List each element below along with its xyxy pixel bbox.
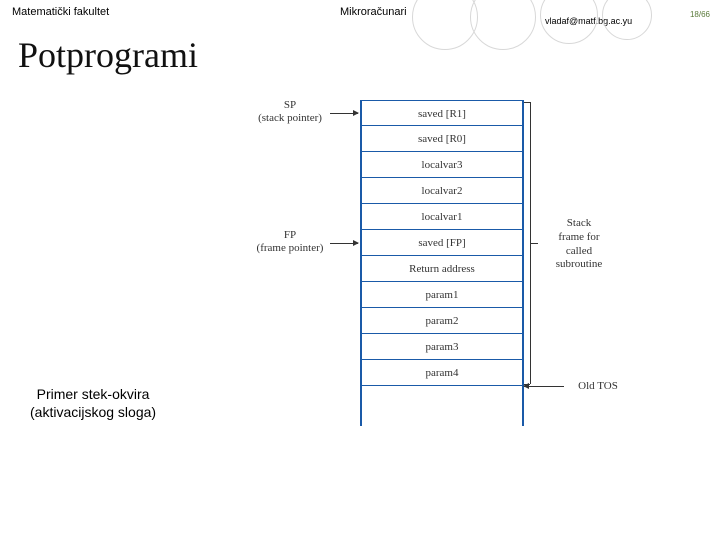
header-page-number: 18/66 [690,10,710,19]
stack-cell: localvar3 [362,152,522,178]
stack-cell: param1 [362,282,522,308]
fp-pointer-label: FP (frame pointer) [248,229,332,255]
stack-cell: localvar1 [362,204,522,230]
fp-arrow [330,243,358,244]
stack-frame-diagram: saved [R1]saved [R0]localvar3localvar2lo… [260,100,680,520]
brace-text-1: Stack [567,217,591,229]
brace-text-4: subroutine [556,258,602,270]
stack-column: saved [R1]saved [R0]localvar3localvar2lo… [360,100,524,426]
brace-text-3: called [566,245,592,257]
caption-line-1: Primer stek-okvira [37,386,150,402]
sp-pointer-label: SP (stack pointer) [250,99,330,125]
old-tos-label: Old TOS [568,380,628,393]
stack-cell: saved [R1] [362,100,522,126]
brace-label: Stack frame for called subroutine [544,217,614,272]
caption-line-2: (aktivacijskog sloga) [30,404,156,420]
decorative-circle [540,0,598,44]
brace-text-2: frame for [558,231,599,243]
stack-cell: param2 [362,308,522,334]
fp-text-2: (frame pointer) [257,242,324,254]
sp-text-2: (stack pointer) [258,112,322,124]
header-center: Mikroračunari [340,6,407,18]
stack-cell: Return address [362,256,522,282]
sp-arrow [330,113,358,114]
sp-text-1: SP [284,99,296,111]
stack-cell: saved [R0] [362,126,522,152]
decorative-circle [602,0,652,40]
stack-cell: saved [FP] [362,230,522,256]
figure-caption: Primer stek-okvira (aktivacijskog sloga) [30,385,156,421]
stack-cell: param3 [362,334,522,360]
stack-cell: localvar2 [362,178,522,204]
header-left: Matematički fakultet [12,6,109,18]
old-tos-arrow [524,386,564,387]
slide-title: Potprogrami [18,34,198,76]
decorative-circle [470,0,536,50]
stack-tail [362,386,522,426]
decorative-circle [412,0,478,50]
stack-cell: param4 [362,360,522,386]
fp-text-1: FP [284,229,296,241]
